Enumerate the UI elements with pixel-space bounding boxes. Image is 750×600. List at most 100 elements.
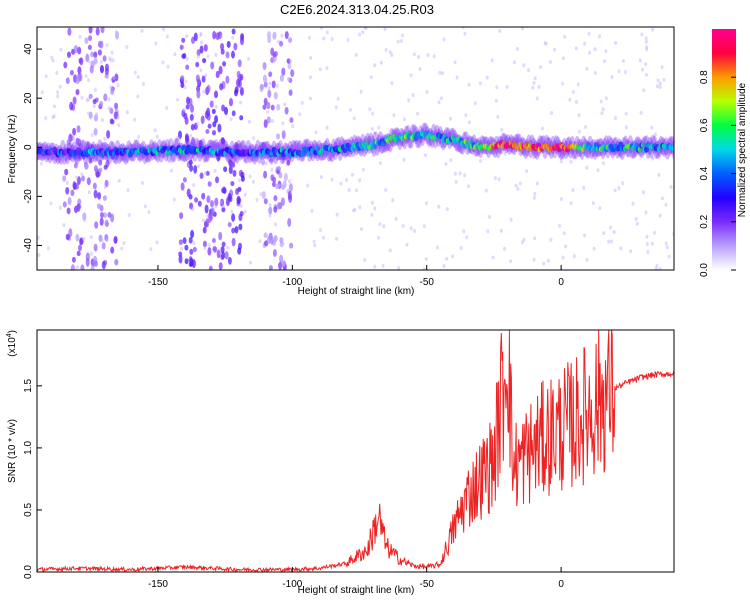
spectrogram-speckle	[593, 70, 597, 75]
spectrogram-speckle	[463, 31, 467, 36]
spectrogram-speckle	[212, 129, 216, 136]
spectrogram-speckle	[86, 177, 91, 186]
spectrogram-speckle	[44, 116, 48, 121]
spectrogram-speckle	[190, 230, 195, 239]
spectrogram-speckle	[233, 42, 238, 51]
spectrogram-speckle	[355, 188, 359, 193]
spectrogram-speckle	[658, 81, 662, 86]
spectrogram-speckle	[202, 226, 207, 234]
spectrogram-speckle	[564, 244, 568, 249]
chart-title: C2E6.2024.313.04.25.R03	[280, 2, 434, 17]
spectrogram-speckle	[173, 52, 177, 57]
spectrogram-speckle	[88, 35, 93, 42]
spectrogram-speckle	[99, 100, 104, 107]
spectrogram-speckle	[379, 60, 383, 65]
spectrogram-speckle	[514, 183, 518, 188]
spectrogram-speckle	[204, 204, 209, 214]
spectrogram-speckle	[196, 54, 200, 59]
spectrogram-speckle	[500, 127, 504, 132]
spectrogram-speckle	[650, 125, 654, 130]
spectrogram-speckle	[199, 172, 204, 179]
spectrogram-speckle	[531, 85, 535, 90]
spectrogram-speckle	[522, 237, 526, 242]
spectrogram-speckle	[202, 58, 207, 64]
spectrogram-speckle	[442, 264, 446, 269]
spectrogram-speckle	[109, 58, 113, 63]
spectrogram-speckle	[95, 27, 100, 36]
spectrogram-speckle	[515, 137, 519, 142]
spectrogram-speckle	[192, 241, 196, 246]
spectrogram-speckle	[542, 261, 546, 266]
spectrogram-speckle	[407, 98, 411, 103]
spectrogram-speckle	[390, 53, 394, 57]
spectrogram-speckle	[610, 75, 614, 80]
spectrogram-speckle	[349, 107, 352, 112]
spectrogram-speckle	[207, 181, 212, 187]
spectrogram-speckle	[247, 56, 250, 61]
spectrogram-speckle	[207, 242, 211, 247]
spectrogram-speckle	[258, 239, 262, 244]
spectrogram-speckle	[281, 241, 285, 246]
spectrogram-speckle	[518, 181, 522, 186]
snr-x-label: Height of straight line (km)	[298, 585, 415, 596]
spectrogram-speckle	[231, 35, 235, 40]
spectrogram-speckle	[51, 115, 55, 120]
spectrogram-speckle	[182, 237, 187, 244]
spectrogram-speckle	[93, 189, 98, 199]
spectrogram-speckle	[84, 163, 89, 169]
spectrogram-speckle	[276, 202, 281, 210]
spectrogram-speckle	[631, 201, 635, 206]
spectrogram-speckle	[358, 32, 362, 37]
spectrogram-speckle	[454, 171, 457, 176]
spectrogram-speckle	[226, 245, 230, 250]
spectrogram-speckle	[97, 49, 102, 56]
spectrogram-speckle	[381, 263, 385, 268]
spectrogram-speckle	[143, 204, 147, 209]
spectrogram-speckle	[268, 203, 272, 207]
spectrogram-speckle	[289, 59, 293, 64]
spectrogram-speckle	[220, 254, 225, 261]
spectrogram-speckle	[288, 89, 293, 96]
spectrogram-speckle	[213, 168, 217, 173]
spectrogram-speckle	[520, 240, 524, 245]
spectrogram-speckle	[178, 254, 183, 264]
spectrogram-speckle	[669, 185, 673, 189]
spectrogram-speckle	[105, 43, 109, 48]
spectrogram-speckle	[185, 34, 189, 39]
spectrogram-speckle	[122, 241, 126, 245]
spectrogram-speckle	[273, 195, 278, 202]
spectrogram-speckle	[437, 100, 441, 105]
spectrogram-speckle	[79, 57, 84, 66]
spectrogram-speckle	[585, 66, 589, 71]
spectrogram-speckle	[287, 62, 292, 70]
spectrogram-speckle	[370, 212, 374, 217]
spectrogram-speckle	[89, 61, 93, 66]
spectrogram-speckle	[280, 197, 285, 207]
spectrogram-speckle	[76, 203, 81, 212]
spectrogram-speckle	[262, 61, 267, 71]
spectrogram-speckle	[271, 80, 276, 89]
spectrogram-speckle	[214, 142, 218, 147]
spectrogram-speckle	[126, 188, 130, 193]
spectrogram-speckle	[264, 240, 269, 247]
spectrogram-speckle	[562, 231, 566, 236]
spectrogram-speckle	[68, 228, 73, 238]
spectrogram-speckle	[270, 167, 274, 172]
spectrogram-speckle	[417, 54, 421, 59]
spectrogram-speckle	[649, 137, 653, 141]
spectrogram-speckle	[651, 156, 655, 161]
spectrogram-speckle	[110, 50, 114, 55]
spectrogram-speckle	[587, 31, 591, 36]
spectrogram-speckle	[445, 207, 449, 211]
spectrogram-speckle	[125, 110, 129, 115]
spectrogram-speckle	[544, 41, 548, 46]
spectrogram-speckle	[101, 260, 106, 270]
spectrogram-speckle	[369, 75, 373, 80]
spectrogram-speckle	[286, 76, 290, 81]
spectrogram-speckle	[653, 230, 656, 235]
spectrogram-speckle	[214, 115, 219, 124]
spectrogram-speckle	[288, 179, 291, 184]
spectrogram-speckle	[465, 235, 469, 240]
spectrogram-speckle	[490, 58, 494, 63]
spectrogram-speckle	[196, 49, 201, 57]
